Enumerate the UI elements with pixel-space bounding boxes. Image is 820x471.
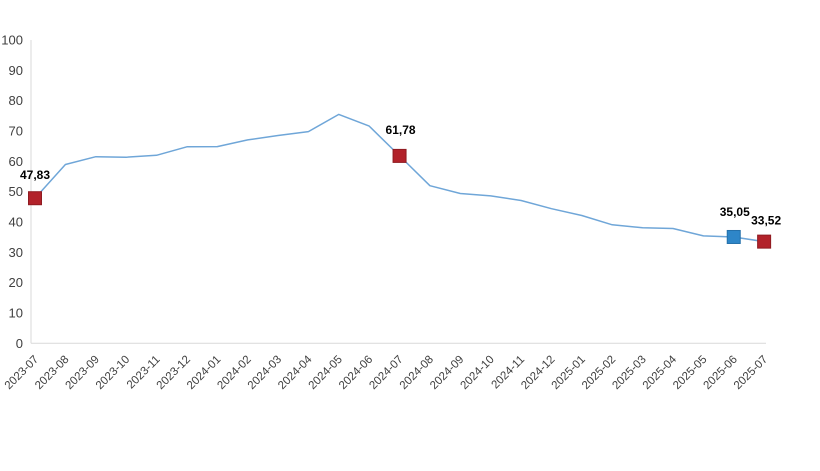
- data-point-marker[interactable]: [726, 229, 741, 244]
- data-point-marker[interactable]: [28, 191, 42, 206]
- y-axis-tick-label: 80: [9, 93, 23, 108]
- data-point-label: 61,78: [386, 123, 416, 137]
- x-axis-tick-label: 2024-10: [458, 354, 496, 392]
- data-point-label: 35,05: [720, 205, 750, 219]
- x-axis-tick-label: 2023-10: [94, 354, 132, 392]
- data-point-label: 33,52: [751, 214, 781, 228]
- y-axis-tick-label: 60: [9, 154, 23, 169]
- y-axis-tick-label: 30: [9, 245, 23, 260]
- y-axis-tick-label: 20: [9, 275, 23, 290]
- y-axis-tick-label: 40: [9, 214, 23, 229]
- y-axis-tick-label: 100: [1, 32, 23, 47]
- y-axis-tick-label: 50: [9, 184, 23, 199]
- y-axis-tick-label: 0: [16, 336, 23, 351]
- y-axis-tick-label: 90: [9, 63, 23, 78]
- data-point-label: 47,83: [20, 168, 50, 182]
- y-axis-tick-label: 70: [9, 123, 23, 138]
- data-point-marker[interactable]: [392, 148, 407, 163]
- data-point-marker[interactable]: [757, 234, 772, 249]
- x-axis-tick-label: 2025-07: [732, 354, 770, 392]
- y-axis-tick-label: 10: [9, 305, 23, 320]
